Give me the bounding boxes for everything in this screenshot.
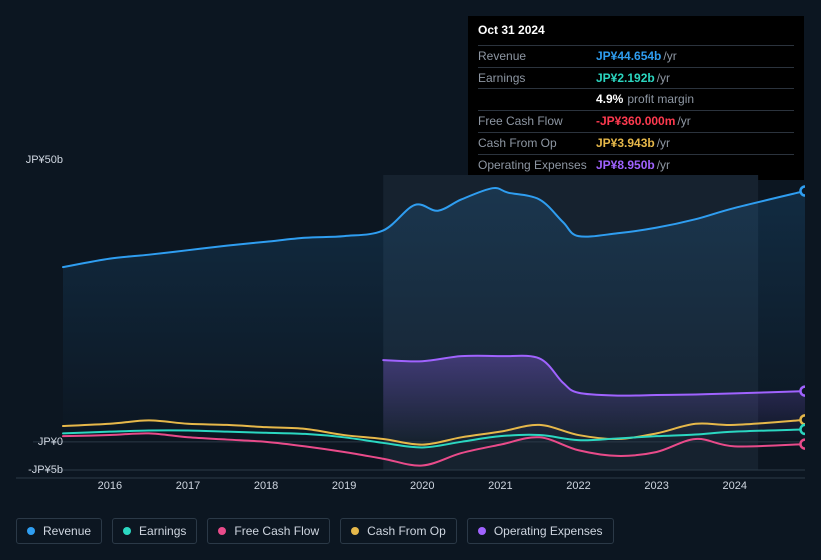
legend-label: Earnings [139,524,186,538]
tooltip-row-suffix: /yr [657,135,670,152]
legend-item[interactable]: Free Cash Flow [207,518,330,544]
x-tick: 2018 [254,480,278,492]
tooltip-row-value: -JP¥360.000m [596,113,675,130]
legend-item[interactable]: Operating Expenses [467,518,614,544]
legend-label: Cash From Op [367,524,446,538]
legend-dot-icon [351,527,359,535]
legend-label: Revenue [43,524,91,538]
tooltip-row-value: JP¥44.654b [596,48,661,65]
tooltip-row-suffix: /yr [663,48,676,65]
tooltip-row: Cash From OpJP¥3.943b /yr [478,132,794,154]
legend-label: Operating Expenses [494,524,603,538]
tooltip-row-label: Cash From Op [478,135,596,152]
legend-item[interactable]: Revenue [16,518,102,544]
x-tick: 2019 [332,480,356,492]
legend-item[interactable]: Cash From Op [340,518,457,544]
chart-svg [16,160,805,480]
tooltip-row-label: Revenue [478,48,596,65]
tooltip-row: RevenueJP¥44.654b /yr [478,45,794,67]
legend-dot-icon [27,527,35,535]
legend-dot-icon [478,527,486,535]
x-tick: 2020 [410,480,434,492]
legend-label: Free Cash Flow [234,524,319,538]
tooltip-row-extra: profit margin [627,91,694,108]
tooltip-row-value: JP¥3.943b [596,135,655,152]
tooltip-date: Oct 31 2024 [478,22,794,43]
x-tick: 2022 [566,480,590,492]
tooltip-row: EarningsJP¥2.192b /yr [478,67,794,89]
legend-item[interactable]: Earnings [112,518,197,544]
tooltip-row-label: Earnings [478,70,596,87]
tooltip-row-suffix: /yr [677,113,690,130]
x-tick: 2017 [176,480,200,492]
x-tick: 2023 [644,480,668,492]
tooltip-row-label: Free Cash Flow [478,113,596,130]
legend: Revenue Earnings Free Cash Flow Cash From O… [16,518,614,544]
x-tick: 2021 [488,480,512,492]
x-tick: 2016 [98,480,122,492]
tooltip-row-extra-strong: 4.9% [596,91,623,108]
y-tick: -JP¥5b [28,464,63,476]
tooltip-rows: RevenueJP¥44.654b /yrEarningsJP¥2.192b /… [478,45,794,176]
tooltip-row: Free Cash Flow-JP¥360.000m /yr [478,110,794,132]
y-tick: JP¥50b [26,154,63,166]
tooltip-row-value: JP¥2.192b [596,70,655,87]
tooltip-row-suffix: /yr [657,70,670,87]
y-tick: JP¥0 [38,436,63,448]
x-tick: 2024 [722,480,746,492]
tooltip-row: 4.9% profit margin [478,88,794,110]
legend-dot-icon [218,527,226,535]
chart-area[interactable]: JP¥50bJP¥0-JP¥5b 20162017201820192020202… [16,160,805,480]
tooltip-panel: Oct 31 2024 RevenueJP¥44.654b /yrEarning… [468,16,804,180]
legend-dot-icon [123,527,131,535]
